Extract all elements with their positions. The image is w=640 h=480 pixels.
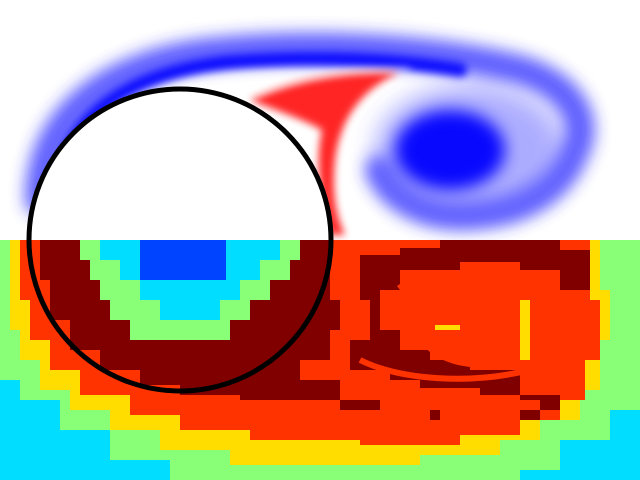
cylinder-obstacle-icon (26, 86, 334, 394)
vortex-swirl (397, 271, 529, 368)
vortex-streak (435, 300, 530, 360)
refinement-level-map (0, 240, 640, 480)
refinement-level-blue (140, 240, 226, 280)
shear-layer-positive (250, 71, 400, 235)
shear-layer-negative (25, 32, 595, 231)
